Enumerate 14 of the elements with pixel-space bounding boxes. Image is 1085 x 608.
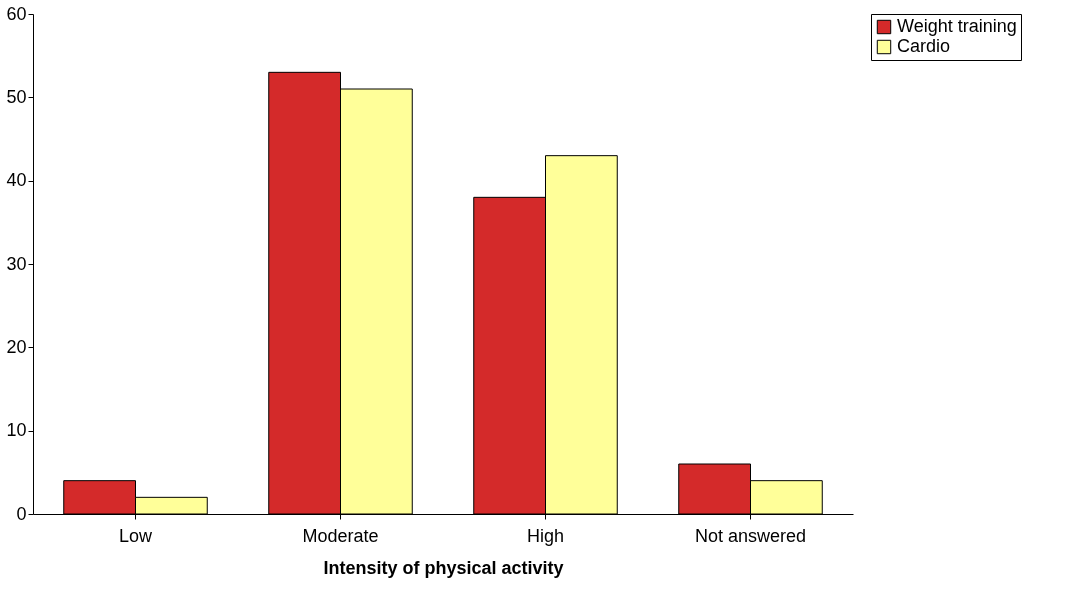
x-tick-label: Not answered	[694, 525, 807, 546]
legend-label: Weight training	[897, 16, 1017, 36]
legend-label: Cardio	[897, 36, 951, 56]
y-tick-label: 30	[6, 253, 27, 274]
x-tick-label: Low	[118, 525, 154, 546]
y-tick-label: 50	[6, 86, 27, 107]
y-tick-label: 0	[16, 503, 27, 524]
y-tick-label: 40	[6, 170, 27, 191]
y-tick-label: 60	[6, 3, 27, 24]
x-tick-label: Moderate	[302, 525, 379, 546]
x-axis-title: Intensity of physical activity	[323, 557, 564, 578]
y-tick-label: 20	[6, 336, 27, 357]
x-tick-label: High	[526, 525, 565, 546]
y-tick-label: 10	[6, 420, 27, 441]
